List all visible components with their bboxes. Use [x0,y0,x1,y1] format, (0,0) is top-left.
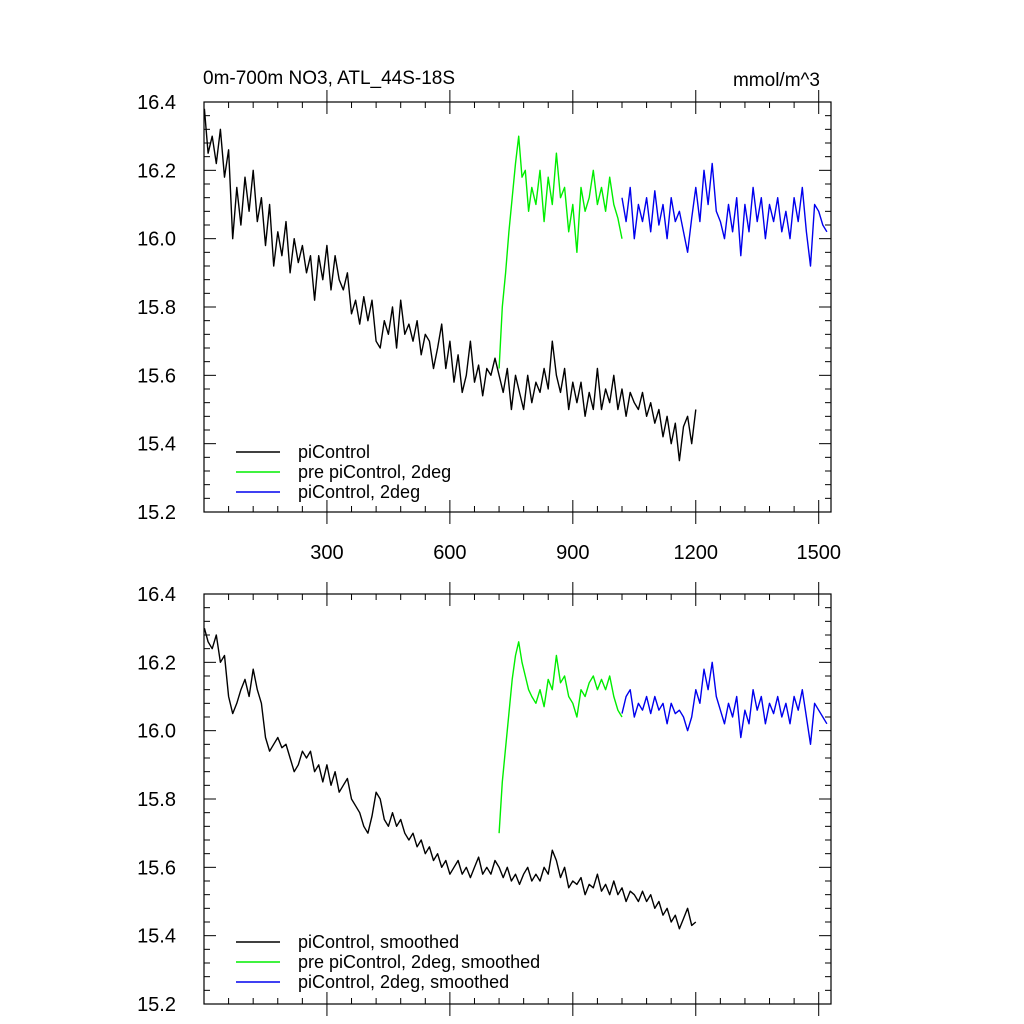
bottom-panel-series [203,628,828,930]
top-panel: 0m-700m NO3, ATL_44S-18S mmol/m^3 15.215… [137,68,841,564]
bottom-panel-frame [203,593,832,1005]
top-panel-title-left: 0m-700m NO3, ATL_44S-18S [203,68,455,89]
legend-label-pre-picontrol-2deg: pre piControl, 2deg [298,462,451,482]
top-panel-ticks: 15.2 15.4 15.6 15.8 16.0 16.2 16.4 300 600 900 120… [137,90,841,564]
top-x-tick-label: 900 [556,542,589,564]
bottom-y-tick-label: 16.4 [137,584,176,606]
top-panel-title-right: mmol/m^3 [733,70,820,91]
top-y-tick-label: 16.4 [137,92,176,114]
top-panel-series [203,108,828,462]
series-line-picontrol-smoothed [203,628,697,930]
top-x-tick-label: 300 [310,542,343,564]
top-y-tick-label: 15.4 [137,434,176,456]
legend-label-picontrol-2deg-smoothed: piControl, 2deg, smoothed [298,972,509,992]
bottom-y-tick-label: 16.2 [137,652,176,674]
series-line-pre-picontrol-2deg [498,135,623,369]
top-panel-legend: piControl pre piControl, 2deg piControl,… [236,442,451,502]
legend-label-picontrol: piControl [298,442,370,462]
series-line-picontrol [203,108,697,462]
series-line-picontrol-2deg [621,162,828,267]
series-line-pre-picontrol-2deg-smoothed [498,641,623,834]
bottom-y-tick-label: 15.8 [137,789,176,811]
bottom-y-tick-label: 15.6 [137,857,176,879]
bottom-panel: 15.2 15.4 15.6 15.8 16.0 16.2 16.4 piControl, … [137,582,832,1016]
top-y-tick-label: 15.6 [137,365,176,387]
legend-label-picontrol-2deg: piControl, 2deg [298,482,420,502]
legend-label-picontrol-smoothed: piControl, smoothed [298,932,459,952]
bottom-y-tick-label: 15.4 [137,926,176,948]
top-y-tick-label: 15.8 [137,297,176,319]
top-x-tick-label: 1500 [796,542,841,564]
bottom-panel-ticks: 15.2 15.4 15.6 15.8 16.0 16.2 16.4 [137,582,831,1016]
series-line-picontrol-2deg-smoothed [621,661,828,745]
legend-label-pre-picontrol-2deg-smoothed: pre piControl, 2deg, smoothed [298,952,540,972]
top-y-tick-label: 16.2 [137,160,176,182]
top-panel-frame [203,101,832,513]
bottom-y-tick-label: 16.0 [137,721,176,743]
top-y-tick-label: 15.2 [137,502,176,524]
bottom-y-tick-label: 15.2 [137,994,176,1016]
top-x-tick-label: 600 [433,542,466,564]
bottom-panel-legend: piControl, smoothed pre piControl, 2deg,… [236,932,540,992]
top-y-tick-label: 16.0 [137,229,176,251]
top-x-tick-label: 1200 [674,542,719,564]
